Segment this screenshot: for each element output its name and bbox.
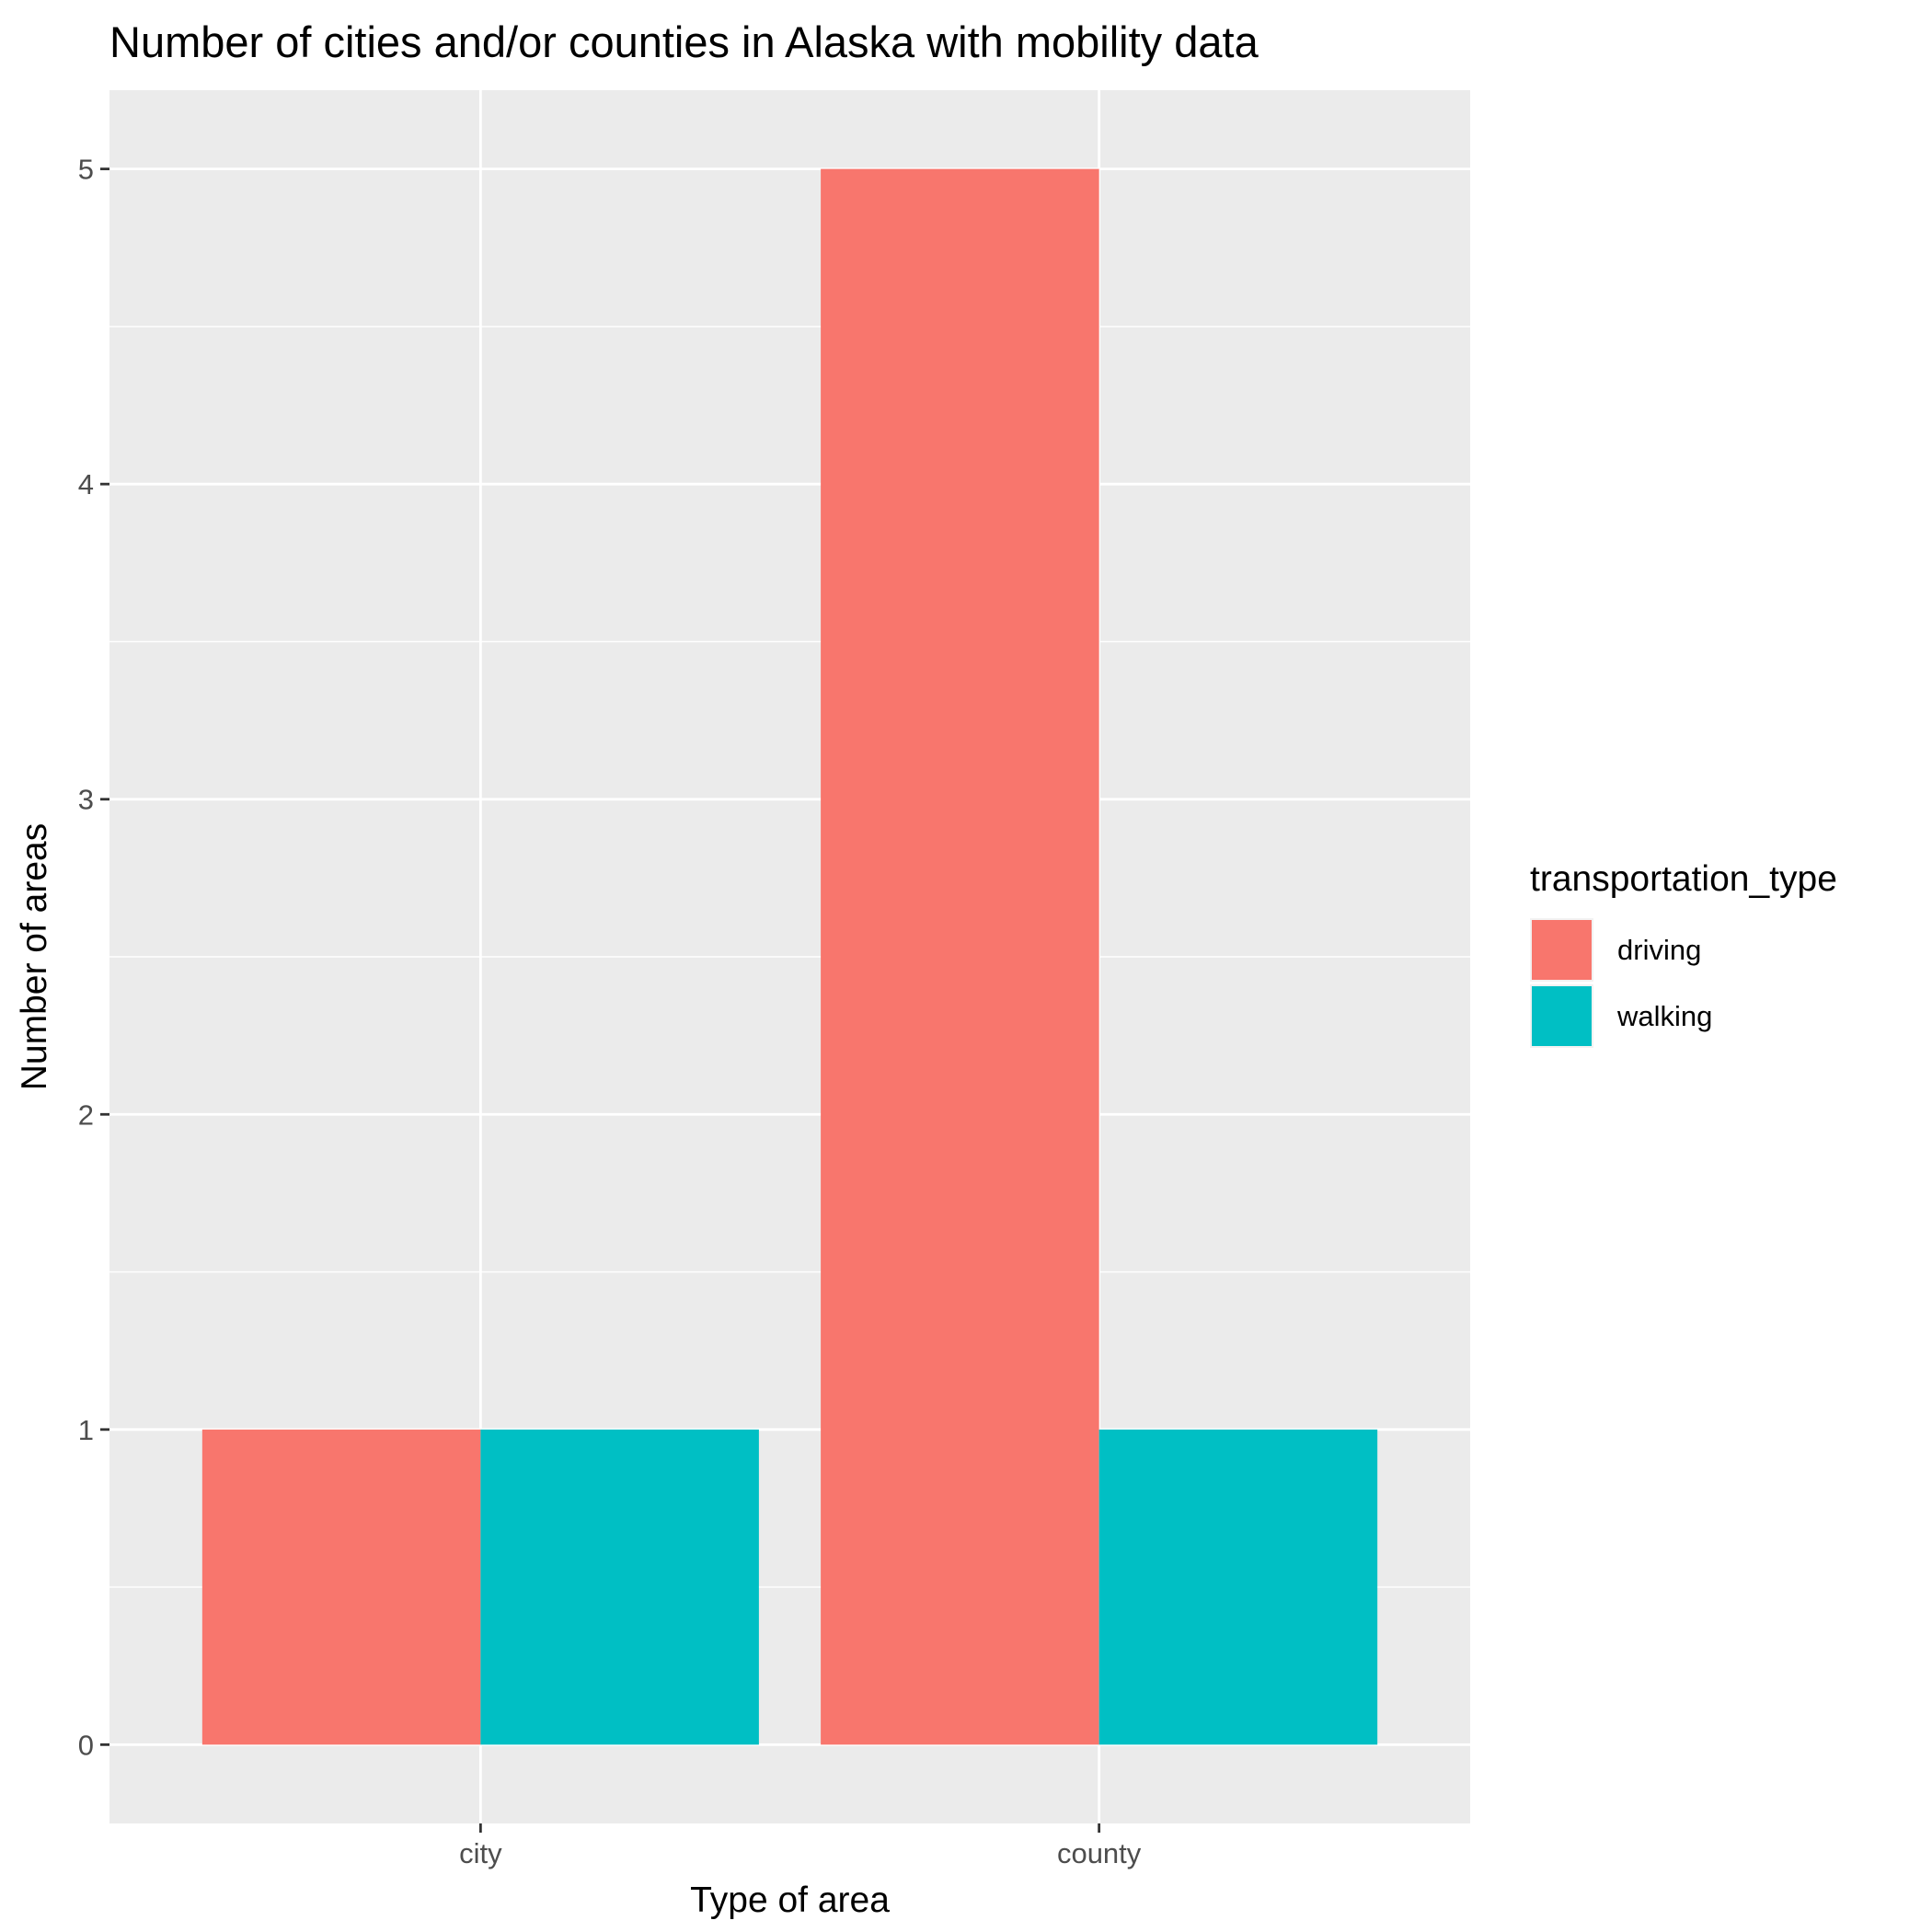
legend-swatch-driving — [1532, 920, 1592, 980]
x-axis-title: Type of area — [690, 1880, 890, 1920]
x-tick-label: county — [1057, 1837, 1142, 1869]
bar-driving-county — [821, 168, 1099, 1745]
y-tick-label: 3 — [78, 784, 94, 816]
legend: transportation_type driving walking — [1530, 859, 1837, 1048]
y-tick-label: 4 — [78, 468, 94, 500]
x-tick-label: city — [459, 1837, 502, 1869]
y-tick-label: 2 — [78, 1098, 94, 1131]
bar-walking-city — [480, 1429, 759, 1745]
y-axis: 0 1 2 3 4 5 — [78, 154, 109, 1761]
legend-label-driving: driving — [1617, 934, 1701, 966]
legend-title: transportation_type — [1530, 859, 1837, 899]
bars — [201, 168, 1378, 1745]
bar-driving-city — [201, 1429, 481, 1745]
y-tick-label: 1 — [78, 1414, 94, 1446]
legend-label-walking: walking — [1616, 1000, 1712, 1032]
y-axis-title: Number of areas — [15, 823, 54, 1090]
y-tick-label: 5 — [78, 154, 94, 186]
chart-title: Number of cities and/or counties in Alas… — [109, 17, 1259, 66]
x-axis: city county — [459, 1823, 1142, 1869]
y-tick-label: 0 — [78, 1729, 94, 1761]
bar-walking-county — [1098, 1429, 1378, 1745]
legend-items: driving walking — [1530, 918, 1712, 1048]
legend-swatch-walking — [1532, 986, 1592, 1046]
